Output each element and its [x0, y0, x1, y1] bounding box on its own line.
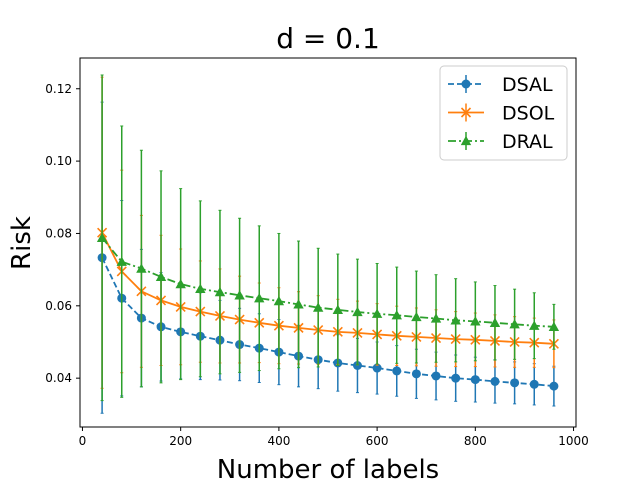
x-tick-label: 800 — [464, 434, 487, 448]
data-point — [371, 308, 383, 318]
series-line — [101, 237, 554, 328]
y-tick-label: 0.06 — [45, 299, 72, 313]
data-point — [214, 286, 226, 297]
x-tick-label: 400 — [267, 434, 290, 448]
legend-marker — [461, 79, 471, 89]
data-point — [254, 293, 265, 303]
data-point — [195, 283, 206, 293]
y-tick-label: 0.10 — [45, 154, 72, 168]
axis-ticks: 0 200 400 600 800 1000 0.04 0.06 0.08 0.10 0.12 — [45, 82, 589, 448]
data-point — [411, 369, 421, 379]
x-tick-label: 1000 — [558, 434, 589, 448]
x-axis-label: Number of labels — [217, 455, 439, 480]
data-point — [430, 313, 442, 323]
data-point — [549, 381, 559, 391]
legend-label: DSOL — [502, 103, 555, 125]
y-tick-label: 0.12 — [45, 82, 72, 96]
data-point — [175, 278, 186, 289]
legend-entry-dral: DRAL — [448, 131, 553, 153]
data-point — [529, 320, 540, 330]
data-point — [450, 315, 461, 325]
data-point — [293, 299, 304, 309]
data-point — [332, 304, 344, 314]
legend-box — [439, 65, 568, 161]
data-point — [470, 316, 481, 326]
data-point — [489, 317, 501, 327]
axes-frame — [79, 57, 577, 428]
data-point — [548, 321, 560, 331]
data-point — [529, 379, 539, 389]
data-point — [352, 306, 363, 317]
series-line — [101, 232, 554, 345]
data-point — [470, 375, 480, 385]
legend-label: DSAL — [502, 74, 553, 96]
series-dral — [96, 74, 560, 402]
data-point — [510, 378, 520, 388]
data-point — [392, 366, 402, 376]
plot-area — [96, 74, 560, 414]
legend: DSAL DSOL DRAL — [439, 65, 568, 161]
data-point — [352, 361, 362, 370]
data-point — [391, 310, 402, 320]
data-point — [234, 290, 245, 300]
legend-entry-dsol: DSOL — [448, 103, 555, 125]
legend-marker — [460, 107, 472, 118]
data-point — [490, 376, 500, 386]
data-point — [411, 311, 422, 322]
data-point — [136, 263, 147, 273]
x-tick-label: 0 — [79, 434, 87, 448]
data-point — [372, 363, 382, 373]
x-tick-label: 200 — [169, 434, 192, 448]
data-point — [96, 232, 108, 242]
data-point — [155, 271, 167, 282]
y-tick-label: 0.04 — [45, 371, 72, 385]
y-tick-label: 0.08 — [45, 226, 72, 240]
data-point — [451, 373, 461, 383]
legend-label: DRAL — [502, 131, 553, 153]
legend-marker — [460, 135, 472, 146]
x-tick-label: 600 — [366, 434, 389, 448]
data-point — [509, 319, 520, 329]
data-point — [116, 256, 127, 266]
data-point — [431, 371, 441, 381]
data-point — [312, 302, 324, 312]
legend-entry-dsal: DSAL — [448, 74, 553, 96]
data-point — [273, 295, 285, 306]
y-axis-label: Risk — [7, 216, 37, 270]
chart-title: d = 0.1 — [276, 22, 380, 55]
